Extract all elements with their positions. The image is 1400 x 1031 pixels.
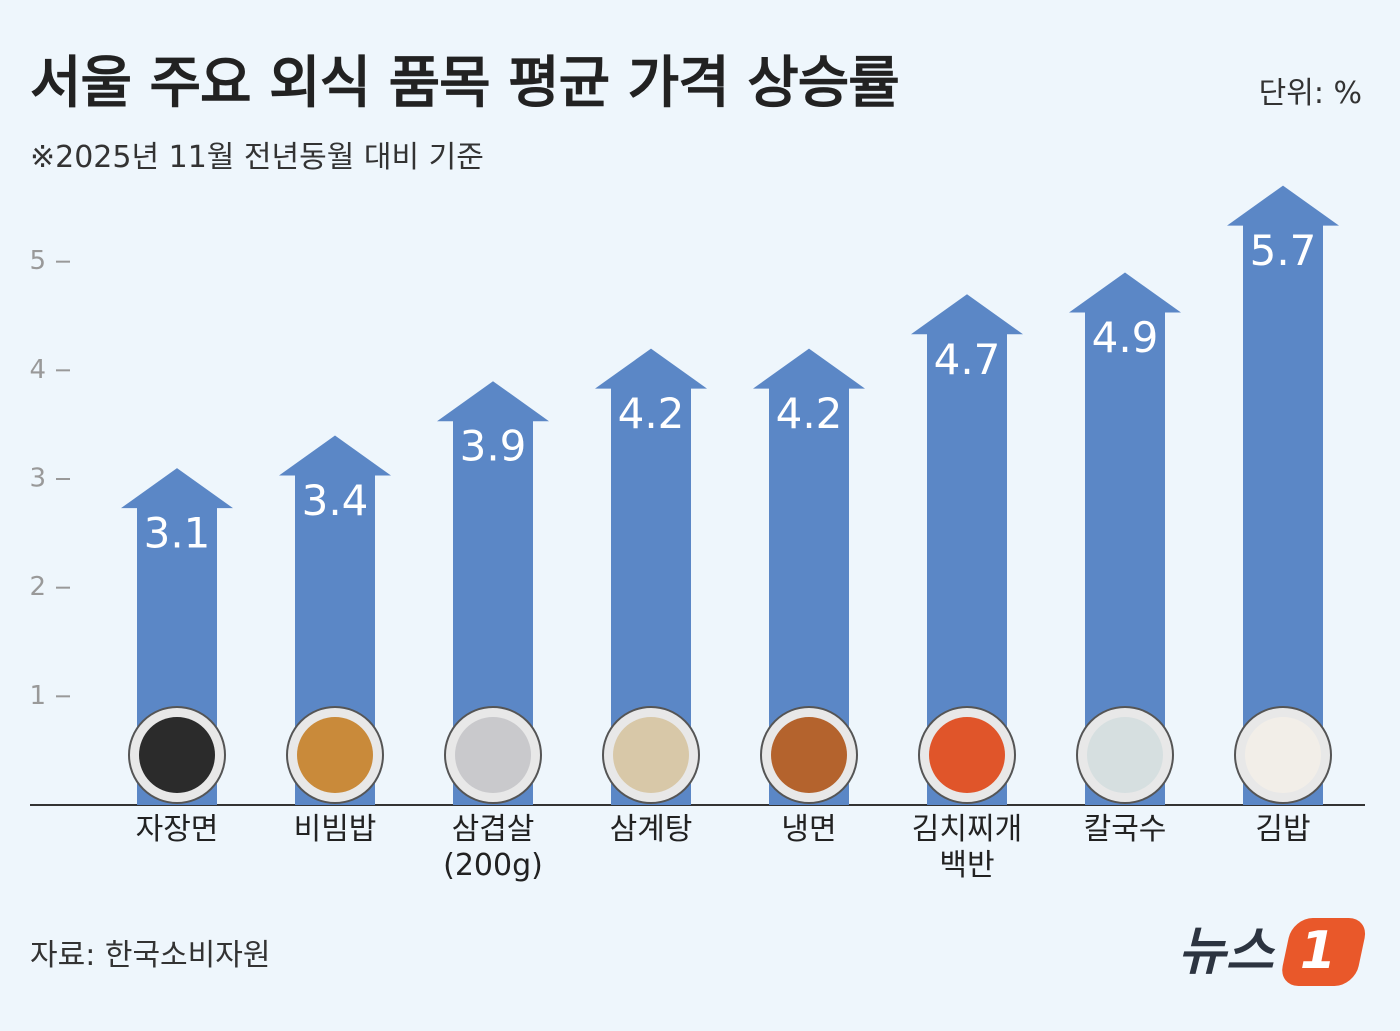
arrow-bar <box>595 348 707 805</box>
arrow-bar <box>1069 272 1181 805</box>
food-image <box>1087 717 1163 793</box>
x-tick-label: 칼국수 <box>1083 812 1167 847</box>
food-image <box>1245 717 1321 793</box>
logo-badge-bg <box>1282 918 1366 986</box>
x-tick-label: 삼계탕 <box>609 812 693 847</box>
chart-subtitle: ※2025년 11월 전년동월 대비 기준 <box>30 140 484 175</box>
arrow-bar <box>279 435 391 805</box>
logo: 뉴스 1 <box>1178 918 1366 986</box>
value-label: 5.7 <box>1250 226 1317 275</box>
x-tick-label: 삼겹살 (200g) <box>443 812 543 883</box>
arrow-bar <box>753 348 865 805</box>
x-tick-label: 자장면 <box>135 812 219 847</box>
x-tick-label: 냉면 <box>781 812 837 847</box>
y-tick-label: 4 <box>29 355 46 385</box>
y-tick-label: 2 <box>29 572 46 602</box>
x-tick-label: 김치찌개 백반 <box>911 812 1023 883</box>
arrow-bar <box>437 381 549 805</box>
chart-title: 서울 주요 외식 품목 평균 가격 상승률 <box>30 51 900 116</box>
food-image <box>613 717 689 793</box>
source: 자료: 한국소비자원 <box>30 938 271 973</box>
x-tick-label: 비빔밥 <box>293 812 377 847</box>
value-label: 4.2 <box>618 389 685 438</box>
x-tick-label: 김밥 <box>1255 812 1311 847</box>
arrow-bar <box>1227 185 1339 806</box>
food-image <box>929 717 1005 793</box>
y-tick-label: 5 <box>29 246 46 276</box>
food-image <box>139 717 215 793</box>
value-label: 3.1 <box>144 509 211 558</box>
food-image <box>455 717 531 793</box>
arrow-bar <box>911 294 1023 805</box>
y-tick-label: 3 <box>29 464 46 494</box>
logo-text: 뉴스 <box>1178 922 1276 982</box>
unit-label: 단위: % <box>1258 76 1362 111</box>
food-image <box>297 717 373 793</box>
value-label: 3.9 <box>460 422 527 471</box>
value-label: 4.7 <box>934 335 1001 384</box>
y-tick-label: 1 <box>29 681 46 711</box>
value-label: 4.9 <box>1092 313 1159 362</box>
value-label: 4.2 <box>776 389 843 438</box>
food-image <box>771 717 847 793</box>
value-label: 3.4 <box>302 476 369 525</box>
logo-badge: 1 <box>1300 921 1336 981</box>
